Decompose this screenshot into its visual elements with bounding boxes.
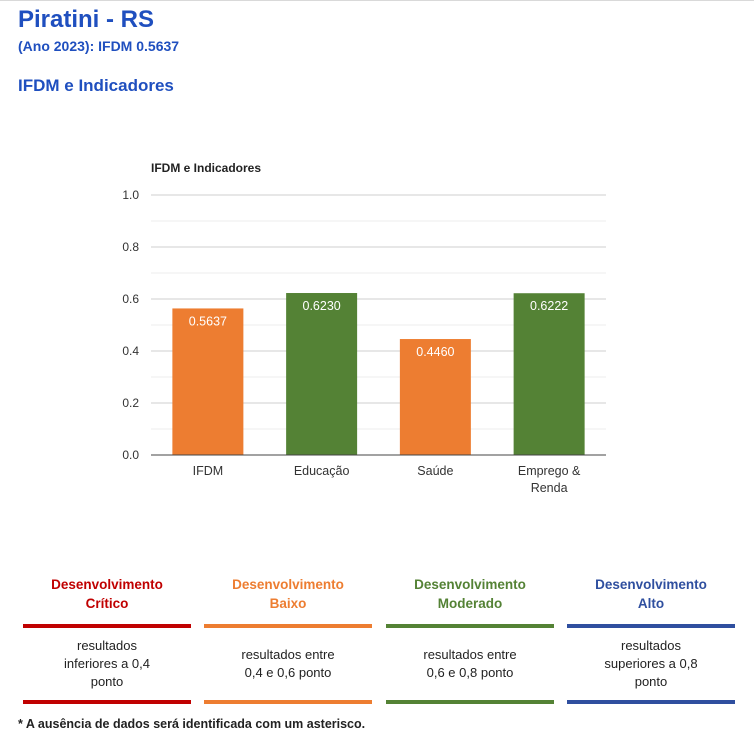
bar-value-label: 0.5637 xyxy=(189,314,227,328)
legend-heading: Desenvolvimento Moderado xyxy=(386,575,554,619)
legend-description: resultados entre 0,6 e 0,8 ponto xyxy=(423,647,517,680)
chart-bars: 0.5637 0.6230 0.4460 0.6222 xyxy=(172,293,585,455)
footnote: * A ausência de dados será identificada … xyxy=(18,717,366,731)
legend-level: Alto xyxy=(637,596,665,611)
y-axis-ticks: 0.0 0.2 0.4 0.6 0.8 1.0 xyxy=(122,188,139,462)
legend-level: Baixo xyxy=(269,596,307,611)
legend-level: Crítico xyxy=(85,596,129,611)
legend-description: resultados inferiores a 0,4 ponto xyxy=(64,638,150,689)
legend-heading: Desenvolvimento Crítico xyxy=(23,575,191,619)
y-tick-label: 0.6 xyxy=(122,292,139,306)
page-title: Piratini - RS xyxy=(18,6,155,33)
x-category-label: Saúde xyxy=(417,464,453,478)
legend-title-line: Desenvolvimento xyxy=(414,577,526,592)
legend-color-bar xyxy=(204,624,372,628)
bar xyxy=(399,339,471,455)
y-tick-label: 0.8 xyxy=(122,240,139,254)
legend-title-line: Desenvolvimento xyxy=(51,577,163,592)
legend-level: Moderado xyxy=(437,596,503,611)
y-tick-label: 0.0 xyxy=(122,448,139,462)
legend-description: resultados entre 0,4 e 0,6 ponto xyxy=(241,647,335,680)
y-tick-label: 0.2 xyxy=(122,396,139,410)
legend-color-bar-bottom xyxy=(386,700,554,704)
bar-value-label: 0.6230 xyxy=(303,299,341,313)
top-divider xyxy=(0,0,754,1)
legend-critico: Desenvolvimento Crítico resultados infer… xyxy=(23,575,191,704)
legend-color-bar-bottom xyxy=(567,700,735,704)
legend-title-line: Desenvolvimento xyxy=(232,577,344,592)
x-axis-labels: IFDM Educação Saúde Emprego & Renda xyxy=(151,454,606,495)
ifdm-bar-chart: IFDM e Indicadores 0.0 0.2 0.4 0.6 0.8 1.0 0.… xyxy=(122,161,606,495)
legend-color-bar xyxy=(567,624,735,628)
legend-heading: Desenvolvimento Alto xyxy=(567,575,735,619)
legend-color-bar xyxy=(386,624,554,628)
x-category-label: IFDM xyxy=(193,464,224,478)
section-heading: IFDM e Indicadores xyxy=(18,76,174,95)
bar xyxy=(513,293,585,455)
legend-baixo: Desenvolvimento Baixo resultados entre 0… xyxy=(204,575,372,704)
legend-alto: Desenvolvimento Alto resultados superior… xyxy=(567,575,735,704)
legend-color-bar-bottom xyxy=(204,700,372,704)
chart-title: IFDM e Indicadores xyxy=(151,161,261,175)
x-category-label: Emprego & Renda xyxy=(518,464,581,495)
bar xyxy=(286,293,358,455)
x-category-label: Educação xyxy=(294,464,350,478)
bar xyxy=(172,308,244,455)
legend-moderado: Desenvolvimento Moderado resultados entr… xyxy=(386,575,554,704)
legend-title-line: Desenvolvimento xyxy=(595,577,707,592)
legend-color-bar xyxy=(23,624,191,628)
y-tick-label: 0.4 xyxy=(122,344,139,358)
legend-description: resultados superiores a 0,8 ponto xyxy=(604,638,698,689)
bar-value-label: 0.4460 xyxy=(416,345,454,359)
legend-color-bar-bottom xyxy=(23,700,191,704)
bar-value-label: 0.6222 xyxy=(530,299,568,313)
page-subtitle: (Ano 2023): IFDM 0.5637 xyxy=(18,38,180,54)
y-tick-label: 1.0 xyxy=(122,188,139,202)
legend-heading: Desenvolvimento Baixo xyxy=(204,575,372,619)
